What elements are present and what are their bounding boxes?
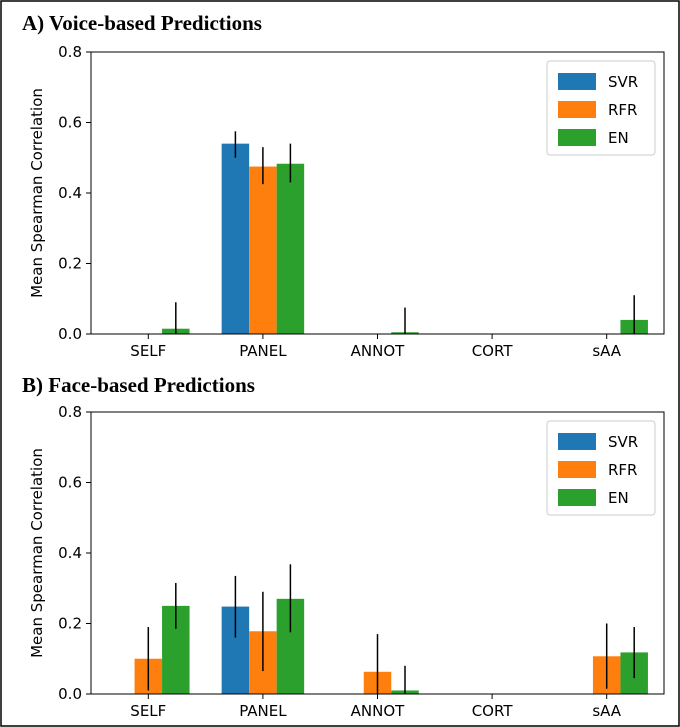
legend-label-en: EN — [608, 129, 629, 147]
panel-voice: A) Voice-based Predictions Mean Spearman… — [22, 11, 665, 360]
x-tick-label: sAA — [592, 702, 621, 720]
plot-area: 0.0 0.2 0.4 0.6 0.8 SELF PANEL ANNOT CORT sAA SVR R… — [58, 403, 665, 720]
y-tick-label: 0.6 — [58, 114, 82, 132]
legend-swatch-rfr — [558, 461, 596, 478]
legend-label-rfr: RFR — [608, 461, 637, 479]
bar-rfr-panel — [249, 166, 277, 334]
x-tick-label: PANEL — [239, 702, 287, 720]
x-tick-label: ANNOT — [351, 702, 406, 720]
panel-face: B) Face-based Predictions Mean Spearman … — [22, 373, 665, 720]
legend-label-svr: SVR — [608, 73, 638, 91]
legend-swatch-svr — [558, 433, 596, 450]
y-axis-label: Mean Spearman Correlation — [28, 448, 46, 658]
y-tick-label: 0.8 — [58, 403, 82, 421]
x-tick-label: SELF — [130, 702, 166, 720]
y-axis-label: Mean Spearman Correlation — [28, 88, 46, 298]
legend-swatch-rfr — [558, 101, 596, 118]
bar-svr-panel — [221, 143, 250, 334]
y-tick-label: 0.6 — [58, 474, 82, 492]
y-tick-label: 0.0 — [58, 685, 82, 703]
y-tick-label: 0.4 — [58, 544, 82, 562]
legend-label-svr: SVR — [608, 433, 638, 451]
x-tick-label: sAA — [592, 342, 621, 360]
legend-swatch-en — [558, 129, 596, 146]
x-tick-label: CORT — [472, 342, 514, 360]
legend-label-en: EN — [608, 489, 629, 507]
legend-label-rfr: RFR — [608, 101, 637, 119]
legend: SVR RFR EN — [546, 420, 656, 516]
x-tick-label: ANNOT — [351, 342, 406, 360]
panel-title: A) Voice-based Predictions — [22, 11, 262, 35]
y-tick-label: 0.8 — [58, 43, 82, 61]
x-tick-label: CORT — [472, 702, 514, 720]
legend: SVR RFR EN — [546, 60, 656, 156]
y-tick-label: 0.2 — [58, 255, 82, 273]
bar-en-panel — [276, 163, 305, 334]
legend-swatch-en — [558, 489, 596, 506]
panel-title: B) Face-based Predictions — [22, 373, 255, 397]
y-tick-label: 0.2 — [58, 615, 82, 633]
y-tick-label: 0.0 — [58, 325, 82, 343]
x-tick-label: SELF — [130, 342, 166, 360]
x-tick-label: PANEL — [239, 342, 287, 360]
y-tick-label: 0.4 — [58, 184, 82, 202]
plot-area: 0.0 0.2 0.4 0.6 0.8 SELF PANEL ANNOT CORT sAA SVR R… — [58, 43, 665, 360]
legend-swatch-svr — [558, 73, 596, 90]
